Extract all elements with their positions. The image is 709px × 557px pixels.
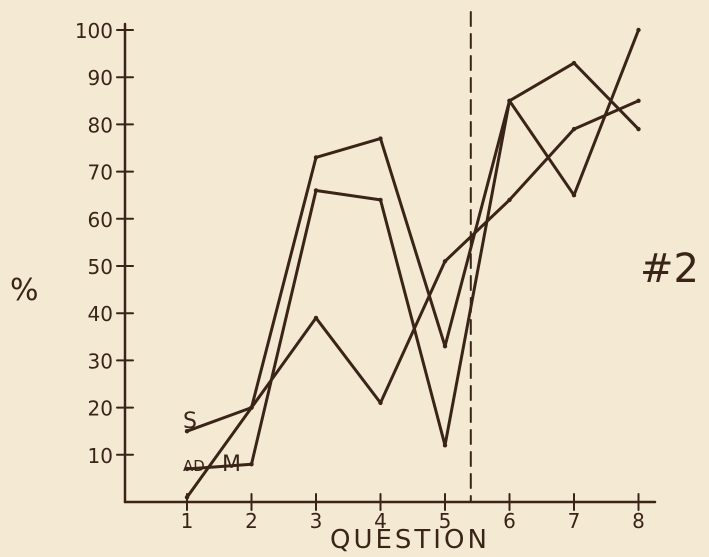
y-tick-label: 90 <box>88 66 113 90</box>
series-line-ad <box>185 99 640 499</box>
x-tick-label: 7 <box>568 509 581 533</box>
series-label-m: M <box>222 452 241 477</box>
data-point-ad <box>636 98 641 104</box>
data-point-s <box>442 344 448 349</box>
data-point-s <box>636 126 641 132</box>
y-tick-label: 70 <box>88 161 113 185</box>
y-tick-label: 60 <box>88 208 113 232</box>
data-point-s <box>184 429 190 434</box>
data-point-s <box>313 155 319 160</box>
data-point-m <box>507 98 512 104</box>
series-label-ad: AD <box>183 457 205 475</box>
series-label-s: S <box>183 409 197 434</box>
data-point-m <box>442 443 448 448</box>
series-labels: SM AD <box>183 409 241 477</box>
x-tick-label: 5 <box>439 509 452 533</box>
y-tick-label: 40 <box>88 302 113 326</box>
data-point-ad <box>313 315 319 321</box>
series-line-s <box>185 61 640 433</box>
x-tick-label: 8 <box>632 509 645 533</box>
data-point-m <box>571 193 577 198</box>
data-point-m <box>636 27 641 33</box>
y-tick-label: 50 <box>88 255 113 279</box>
y-tick-label: 30 <box>88 349 113 373</box>
y-tick-label: 20 <box>88 397 113 421</box>
y-tick-label: 100 <box>75 19 113 43</box>
data-point-ad <box>184 495 190 500</box>
data-point-ad <box>378 400 383 406</box>
y-tick-label: 10 <box>88 444 113 468</box>
series-lines <box>184 27 641 500</box>
data-point-ad <box>249 405 254 410</box>
data-point-s <box>571 60 577 66</box>
data-point-m <box>313 188 319 193</box>
y-tick-label: 80 <box>88 113 113 137</box>
x-axis-label: QUESTION <box>330 525 490 555</box>
tick-marks: 10 20 30 40 50 60 70 80 90 100 1 2 3 4 5 6 7 8 <box>75 19 645 533</box>
data-point-m <box>249 462 254 467</box>
data-point-ad <box>507 197 512 203</box>
x-tick-label: 2 <box>245 509 258 533</box>
x-tick-label: 3 <box>310 509 323 533</box>
data-point-m <box>184 466 190 472</box>
figure-annotation: #2 <box>640 246 699 292</box>
x-tick-label: 4 <box>374 509 387 533</box>
data-point-m <box>378 197 383 203</box>
data-point-s <box>378 136 383 141</box>
series-line-m <box>185 28 640 471</box>
data-point-ad <box>442 259 448 264</box>
data-point-ad <box>571 126 577 132</box>
axes <box>123 11 657 504</box>
x-tick-label: 1 <box>181 509 194 533</box>
y-axis-label: % <box>10 273 39 308</box>
x-tick-label: 6 <box>503 509 516 533</box>
